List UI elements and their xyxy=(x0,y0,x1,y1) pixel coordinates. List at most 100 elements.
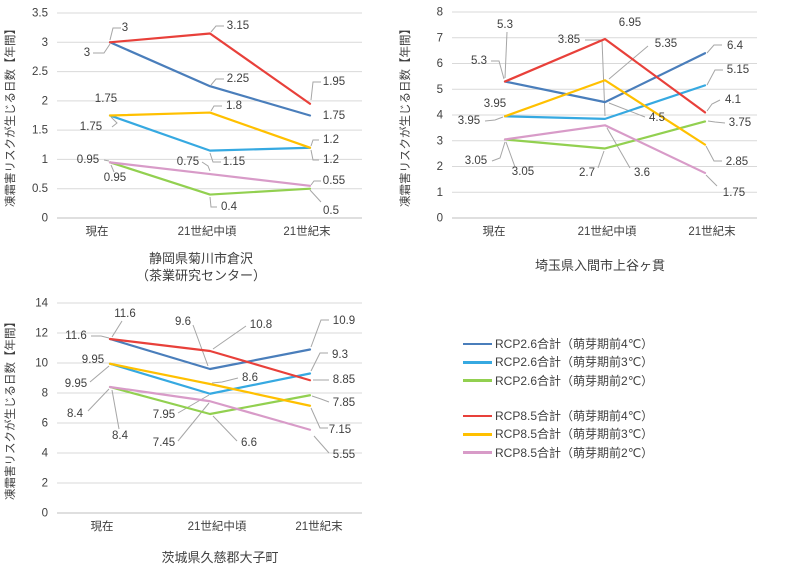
x-category-label: 21世紀中頃 xyxy=(178,225,237,238)
y-tick-label: 3 xyxy=(437,135,443,147)
y-tick-label: 2.5 xyxy=(32,66,48,78)
data-label: 3.95 xyxy=(484,98,506,110)
data-label-leader-line xyxy=(504,31,508,79)
y-tick-label: 14 xyxy=(35,298,48,310)
y-tick-label: 2 xyxy=(42,478,48,490)
data-label: 0.55 xyxy=(323,175,345,187)
y-axis-title: 凍霜害リスクが生じる日数【年間】 xyxy=(398,23,412,207)
legend-item-label: RCP2.6合計（萌芽期前3℃） xyxy=(495,355,654,370)
data-label: 7.15 xyxy=(329,424,351,436)
data-label: 0.5 xyxy=(323,205,339,217)
data-label: 1.8 xyxy=(226,100,242,112)
y-tick-label: 1.5 xyxy=(32,125,48,137)
legend-item-rcp85-3c: RCP8.5合計（萌芽期前3℃） xyxy=(463,425,653,443)
chart-title: 茨城県久慈郡大子町 xyxy=(161,550,278,565)
data-label-leader-line xyxy=(310,407,328,429)
data-label: 3.75 xyxy=(729,117,751,129)
data-label-leader-line xyxy=(310,81,321,101)
series-line xyxy=(108,362,312,407)
data-label: 6.4 xyxy=(727,40,744,52)
y-axis-title: 凍霜害リスクが生じる日数【年間】 xyxy=(3,23,17,207)
x-category-label: 21世紀末 xyxy=(688,224,736,238)
data-label: 1.2 xyxy=(323,134,339,146)
chart-shizuoka-kikugawa: 3.5 3 2.5 2 1.5 1 0.5 0 3 3 1.75 1.75 0.95 0.95 3.15 2.… xyxy=(3,8,362,283)
legend-line-swatch xyxy=(463,451,492,454)
y-tick-label: 7 xyxy=(437,32,443,44)
data-label-leader-line xyxy=(111,389,120,430)
y-tick-label: 2 xyxy=(42,95,48,107)
data-label: 6.6 xyxy=(241,437,257,449)
data-label-leader-line xyxy=(484,116,504,122)
legend-item-rcp85-4c: RCP8.5合計（萌芽期前4℃） xyxy=(463,407,653,425)
data-label-leader-line xyxy=(310,352,328,372)
legend-item-rcp26-4c: RCP2.6合計（萌芽期前4℃） xyxy=(463,335,653,353)
data-label-leader-line xyxy=(706,44,722,54)
data-label: 8.4 xyxy=(112,430,129,442)
data-label: 2.7 xyxy=(579,167,595,179)
data-label: 1.75 xyxy=(723,187,745,199)
data-label-leader-line xyxy=(310,319,329,348)
data-label: 0.75 xyxy=(177,156,199,168)
data-label-leader-line xyxy=(209,152,221,163)
data-label-leader-line xyxy=(705,145,722,162)
data-label: 2.85 xyxy=(726,156,748,168)
y-tick-label: 4 xyxy=(437,110,444,122)
data-label: 8.85 xyxy=(333,374,355,386)
data-label: 1.75 xyxy=(323,110,345,122)
y-tick-label: 3 xyxy=(42,37,48,49)
data-label-leader-line xyxy=(210,25,224,33)
chart-ibaraki-daigo: 14 12 10 8 6 4 2 0 11.6 11.6 9.95 9.95 8.4 8.4 9.6 10.8… xyxy=(3,298,362,565)
series-line xyxy=(108,111,312,149)
data-label: 8.6 xyxy=(242,372,258,384)
series-line xyxy=(108,362,312,395)
data-label-leader-line xyxy=(705,174,718,187)
data-label-leader-line xyxy=(706,99,721,112)
x-category-label: 現在 xyxy=(91,520,114,533)
y-tick-label: 1 xyxy=(437,187,443,199)
series-line xyxy=(108,385,312,431)
y-tick-label: 8 xyxy=(437,7,443,19)
data-label-leader-line xyxy=(606,127,631,169)
data-label: 9.95 xyxy=(82,354,104,366)
legend-item-label: RCP8.5合計（萌芽期前2℃） xyxy=(495,445,654,460)
data-label-leader-line xyxy=(212,415,238,442)
data-label: 1.95 xyxy=(323,76,345,88)
data-label: 5.55 xyxy=(333,449,355,461)
data-label-leader-line xyxy=(313,435,330,454)
legend-group-rcp85: RCP8.5合計（萌芽期前4℃） RCP8.5合計（萌芽期前3℃） RCP8.5… xyxy=(463,407,653,462)
y-tick-label: 0 xyxy=(42,213,48,225)
data-label-leader-line xyxy=(505,141,516,168)
y-tick-label: 0 xyxy=(42,508,48,520)
y-tick-label: 6 xyxy=(437,58,443,70)
data-label-leader-line xyxy=(707,120,726,124)
data-label: 7.45 xyxy=(153,437,175,449)
data-label: 5.3 xyxy=(471,55,487,67)
data-label-leader-line xyxy=(597,150,605,169)
data-label-leader-line xyxy=(103,159,110,162)
data-label: 11.6 xyxy=(65,330,87,342)
legend-line-swatch xyxy=(463,361,492,364)
data-label: 11.6 xyxy=(114,308,136,320)
data-label-leader-line xyxy=(110,116,118,128)
data-label: 0.4 xyxy=(221,201,238,213)
y-tick-label: 3.5 xyxy=(32,8,48,20)
data-label: 3 xyxy=(122,22,128,34)
data-label: 3.05 xyxy=(465,155,487,167)
chart-legend: RCP2.6合計（萌芽期前4℃） RCP2.6合計（萌芽期前3℃） RCP2.6… xyxy=(463,335,653,462)
data-label: 6.95 xyxy=(619,17,641,29)
data-label-leader-line xyxy=(491,141,506,162)
x-category-label: 現在 xyxy=(86,225,109,238)
data-label: 1.75 xyxy=(95,93,117,105)
data-label: 0.95 xyxy=(104,172,126,184)
y-tick-label: 2 xyxy=(437,161,443,173)
series-line xyxy=(108,114,312,152)
x-category-label: 現在 xyxy=(483,225,506,238)
data-label-leader-line xyxy=(310,139,319,147)
series-line xyxy=(108,41,312,117)
legend-line-swatch xyxy=(463,433,492,436)
data-label: 7.85 xyxy=(333,397,355,409)
series-line xyxy=(503,79,707,146)
y-tick-label: 1 xyxy=(42,154,48,166)
data-label: 9.6 xyxy=(175,316,191,328)
